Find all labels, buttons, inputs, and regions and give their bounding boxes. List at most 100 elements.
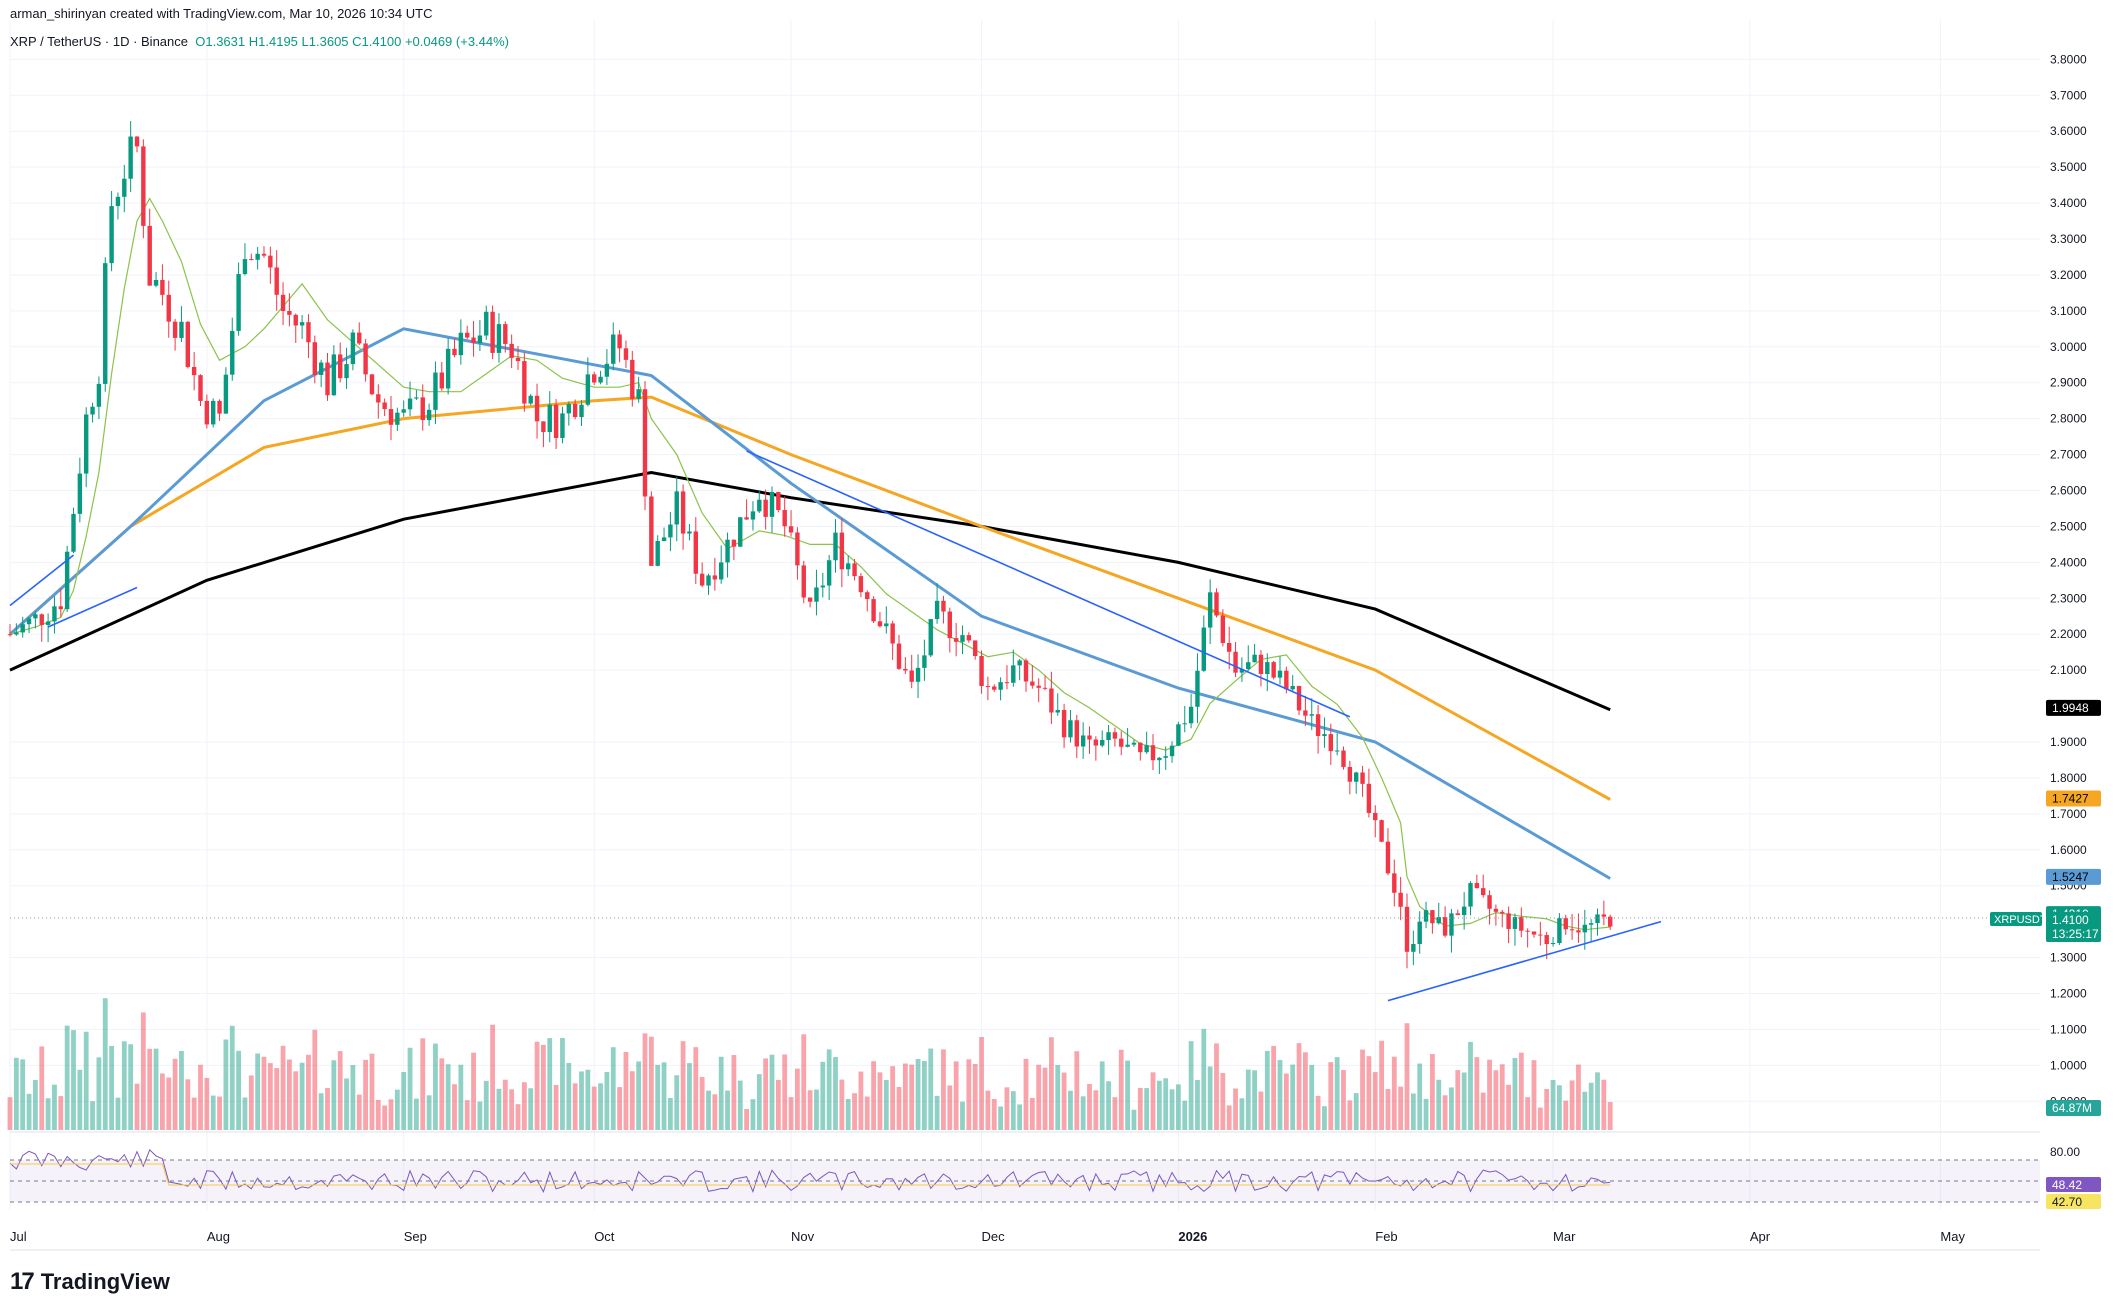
candle-body: [90, 406, 95, 415]
candle-body: [1385, 841, 1391, 874]
candle-body: [1379, 820, 1384, 842]
candle-body: [750, 511, 756, 520]
volume-bar: [725, 1090, 730, 1130]
rsi-value: 48.42: [2052, 1178, 2082, 1192]
candle-body: [211, 400, 216, 425]
volume-bar: [598, 1083, 603, 1130]
volume-bar: [617, 1087, 622, 1130]
volume-bar: [1430, 1054, 1435, 1130]
candle-body: [509, 343, 514, 358]
candle-body: [1430, 910, 1435, 924]
volume-bar: [439, 1058, 445, 1130]
candle-body: [39, 614, 44, 625]
volume-bar: [1372, 1072, 1378, 1130]
symbol-bar[interactable]: XRP / TetherUS · 1D · Binance O1.3631 H1…: [10, 34, 509, 49]
candle-body: [153, 280, 159, 286]
candle-body: [452, 348, 457, 356]
candle-body: [1411, 943, 1416, 952]
candle-body: [1557, 918, 1562, 944]
price-label-bg: [2046, 699, 2101, 716]
candle-body: [77, 473, 83, 514]
volume-bar: [610, 1047, 616, 1130]
candle-body: [1525, 930, 1530, 932]
y-tick-label: 2.8000: [2050, 412, 2087, 426]
volume-bar: [299, 1062, 305, 1130]
volume-bar: [13, 1057, 19, 1130]
volume-bar: [52, 1084, 57, 1130]
candle-body: [630, 359, 635, 400]
y-tick-label: 1.9000: [2050, 735, 2087, 749]
symbol-title[interactable]: XRP / TetherUS · 1D · Binance: [10, 34, 188, 49]
volume-bar: [445, 1064, 451, 1130]
volume-bar: [483, 1080, 489, 1130]
price-labels: 1.99481.74271.52471.4210XRPUSDT1.410013:…: [1990, 699, 2101, 1116]
volume-bar: [756, 1074, 762, 1130]
candle-body: [1271, 662, 1276, 678]
candle-body: [1322, 734, 1327, 736]
volume-bar: [572, 1083, 578, 1130]
volume-bar: [693, 1047, 699, 1130]
candle-body: [58, 606, 63, 610]
trendline: [47, 586, 138, 628]
candle-body: [915, 667, 921, 682]
candle-body: [1049, 688, 1054, 713]
x-tick-label: Mar: [1553, 1229, 1576, 1244]
volume-bar: [1112, 1097, 1118, 1130]
volume-bar: [1410, 1093, 1416, 1130]
candle-body: [655, 541, 660, 566]
volume-bar: [96, 1057, 102, 1130]
candle-body: [1436, 917, 1441, 924]
volume-bar: [1264, 1050, 1270, 1130]
volume-bar: [102, 998, 108, 1130]
volume-bar: [64, 1025, 70, 1130]
x-tick-label: May: [1940, 1229, 1965, 1244]
y-tick-label: 2.6000: [2050, 483, 2087, 497]
volume-bar: [909, 1064, 915, 1130]
candle-body: [788, 526, 794, 533]
candle-body: [1423, 910, 1429, 922]
candle-body: [439, 372, 444, 389]
bar-countdown: 13:25:17: [2052, 927, 2099, 941]
volume-bar: [1366, 1056, 1372, 1130]
volume-bar: [814, 1089, 819, 1130]
tradingview-logo[interactable]: 17 TradingView: [10, 1268, 170, 1296]
moving-average-blue: [9, 327, 1611, 880]
volume-bar: [248, 1075, 254, 1130]
volume-bar: [1125, 1060, 1130, 1130]
y-tick-label: 2.5000: [2050, 519, 2087, 533]
price-label: 1.5247: [2052, 870, 2089, 884]
volume-bar: [1010, 1091, 1016, 1130]
candle-body: [1519, 917, 1524, 931]
volume-bar: [452, 1084, 457, 1130]
candle-body: [1125, 744, 1130, 747]
candle-body: [1265, 662, 1270, 674]
volume-bar: [172, 1058, 178, 1130]
volume-bar: [198, 1064, 203, 1130]
candle-body: [1398, 892, 1403, 907]
volume-bar: [1328, 1062, 1334, 1130]
candle-body: [1481, 888, 1486, 896]
volume-bar: [83, 1031, 89, 1130]
candle-body: [560, 413, 565, 438]
volume-bar: [1480, 1092, 1486, 1130]
volume-bar: [115, 1097, 121, 1130]
volume-bar: [591, 1086, 597, 1130]
candle-body: [1461, 906, 1467, 916]
volume-bar: [1595, 1072, 1600, 1130]
volume-bar: [1087, 1084, 1092, 1130]
candle-body: [465, 332, 470, 338]
price-label-bg: [2046, 790, 2101, 807]
candle-body: [280, 294, 286, 311]
volume-bar: [1442, 1095, 1448, 1130]
volume-bar: [337, 1051, 343, 1130]
volume-bar: [280, 1045, 286, 1130]
trendline: [1387, 920, 1662, 1002]
volume-bar: [1461, 1072, 1467, 1130]
candle-body: [407, 398, 413, 410]
volume-bar: [883, 1079, 889, 1130]
volume-bar: [128, 1044, 134, 1130]
volume-bar: [1061, 1072, 1067, 1130]
volume-bar: [712, 1094, 718, 1130]
candle-body: [1468, 883, 1473, 907]
